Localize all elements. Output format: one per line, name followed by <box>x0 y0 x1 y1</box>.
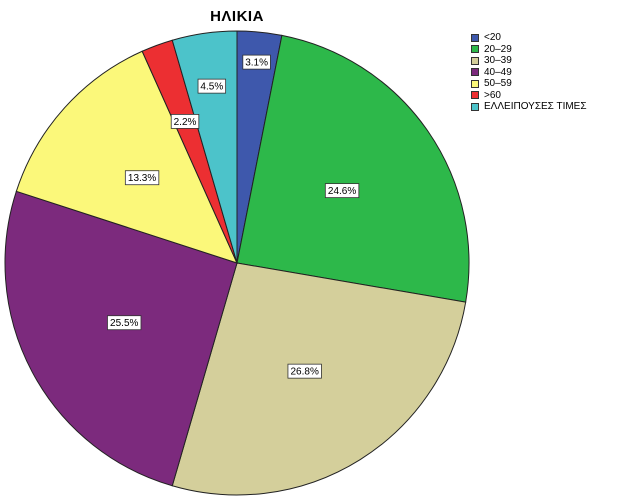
svg-text:3.1%: 3.1% <box>245 58 268 69</box>
pie-slice <box>171 262 467 496</box>
pie-slice <box>4 190 238 487</box>
legend-item: 30–39 <box>471 55 587 67</box>
legend-item: 40–49 <box>471 67 587 79</box>
legend-label: 40–49 <box>484 66 512 78</box>
legend-swatch <box>471 68 479 77</box>
pie-slice <box>236 34 470 303</box>
legend-item: 50–59 <box>471 78 587 90</box>
data-label: 4.5% <box>197 78 227 94</box>
legend-label: 30–39 <box>484 55 512 66</box>
data-label: 13.3% <box>124 170 160 186</box>
svg-text:26.8%: 26.8% <box>291 367 319 378</box>
legend-swatch <box>471 33 479 42</box>
pie-slices <box>4 30 470 496</box>
legend-label: ΕΛΛΕΙΠΟΥΣΕΣ ΤΙΜΕΣ <box>484 101 587 112</box>
svg-text:25.5%: 25.5% <box>110 318 138 329</box>
data-label: 3.1% <box>242 54 271 70</box>
data-label: 2.2% <box>170 114 200 129</box>
legend-label: <20 <box>484 32 501 43</box>
legend: <20 20–29 30–39 40–49 50–59 >60 ΕΛΛΕΙΠΟΥΣΕΣ ΤΙ… <box>471 32 587 113</box>
legend-item: >60 <box>471 90 587 102</box>
legend-label: 20–29 <box>484 43 512 55</box>
data-label: 25.5% <box>107 315 142 331</box>
legend-item: <20 <box>471 32 587 44</box>
pie-slice <box>15 50 238 264</box>
svg-text:4.5%: 4.5% <box>200 82 223 93</box>
legend-swatch <box>471 79 479 88</box>
svg-text:2.2%: 2.2% <box>174 117 197 128</box>
legend-label: 50–59 <box>484 78 512 89</box>
data-label: 26.8% <box>287 363 322 379</box>
pie-data-labels: 3.1% 24.6% 26.8% 25.5% 13.3% 2.2% 4.5% <box>107 54 360 379</box>
legend-swatch <box>471 102 479 111</box>
svg-text:13.3%: 13.3% <box>128 173 156 184</box>
legend-swatch <box>471 91 479 100</box>
svg-text:24.6%: 24.6% <box>328 186 356 197</box>
chart-title: ΗΛΙΚΙΑ <box>210 8 264 25</box>
legend-item: ΕΛΛΕΙΠΟΥΣΕΣ ΤΙΜΕΣ <box>471 101 587 113</box>
legend-item: 20–29 <box>471 44 587 56</box>
data-label: 24.6% <box>324 183 360 199</box>
legend-label: >60 <box>484 89 501 101</box>
legend-swatch <box>471 45 479 54</box>
legend-swatch <box>471 56 479 65</box>
